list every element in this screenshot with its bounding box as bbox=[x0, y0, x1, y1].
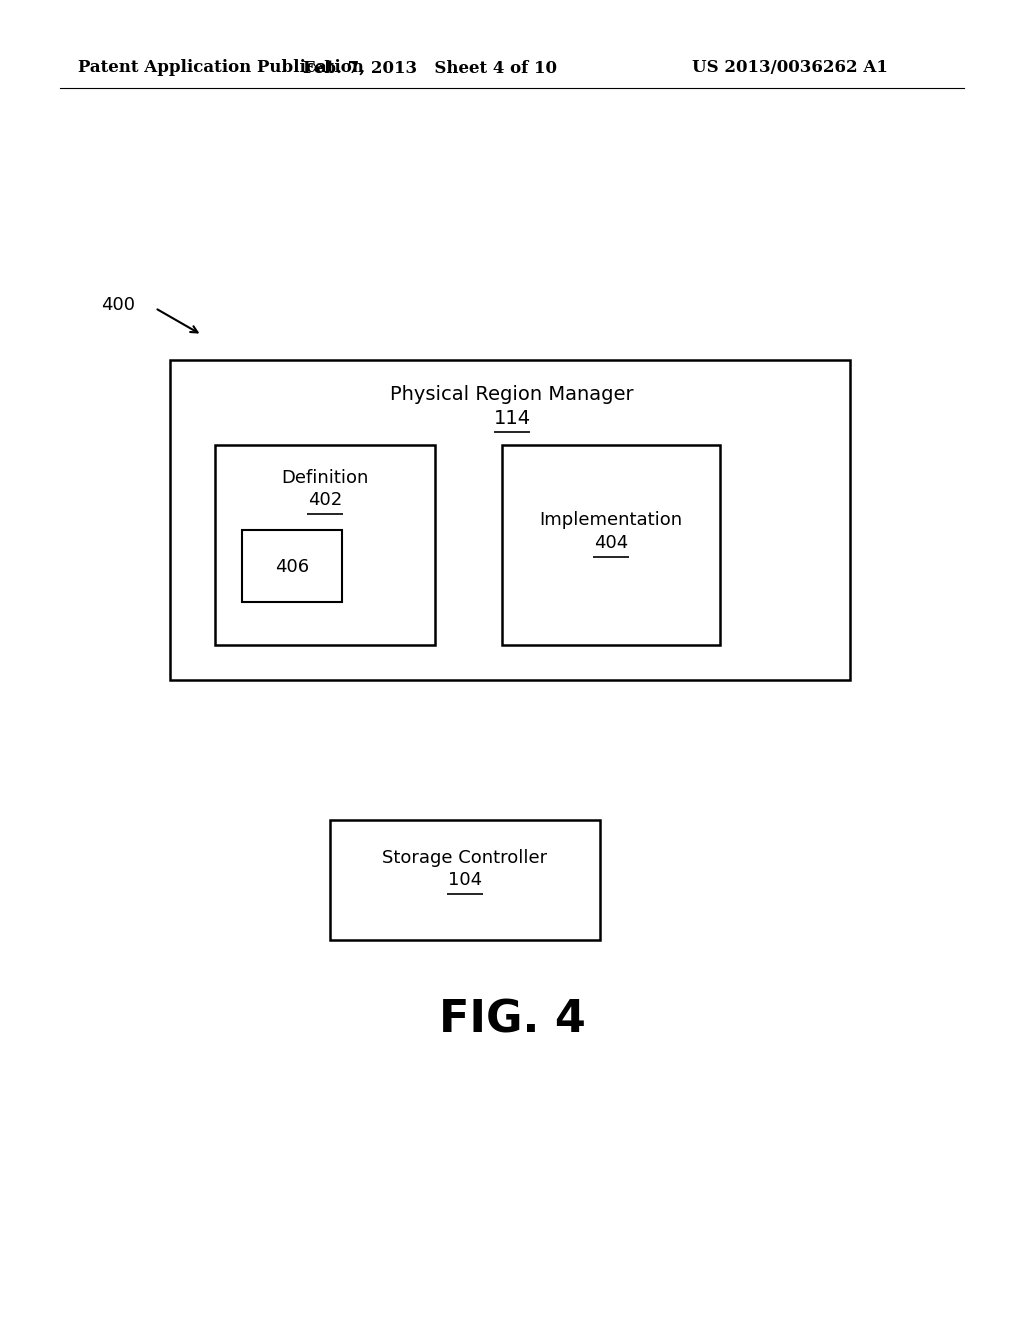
Text: Storage Controller: Storage Controller bbox=[382, 849, 548, 867]
Text: 400: 400 bbox=[101, 296, 135, 314]
Text: 104: 104 bbox=[447, 871, 482, 888]
Bar bbox=[215, 445, 435, 645]
Text: 402: 402 bbox=[308, 491, 342, 510]
Text: Definition: Definition bbox=[282, 469, 369, 487]
Bar bbox=[330, 820, 600, 940]
Bar bbox=[242, 531, 342, 602]
Bar bbox=[170, 360, 850, 680]
Text: Feb. 7, 2013   Sheet 4 of 10: Feb. 7, 2013 Sheet 4 of 10 bbox=[303, 59, 557, 77]
Text: 114: 114 bbox=[494, 408, 530, 428]
Text: Patent Application Publication: Patent Application Publication bbox=[78, 59, 364, 77]
Text: US 2013/0036262 A1: US 2013/0036262 A1 bbox=[692, 59, 888, 77]
Text: FIG. 4: FIG. 4 bbox=[438, 998, 586, 1041]
Text: 406: 406 bbox=[274, 558, 309, 576]
Text: 404: 404 bbox=[594, 535, 628, 552]
Bar bbox=[502, 445, 720, 645]
Text: Physical Region Manager: Physical Region Manager bbox=[390, 385, 634, 404]
Text: Implementation: Implementation bbox=[540, 511, 683, 529]
